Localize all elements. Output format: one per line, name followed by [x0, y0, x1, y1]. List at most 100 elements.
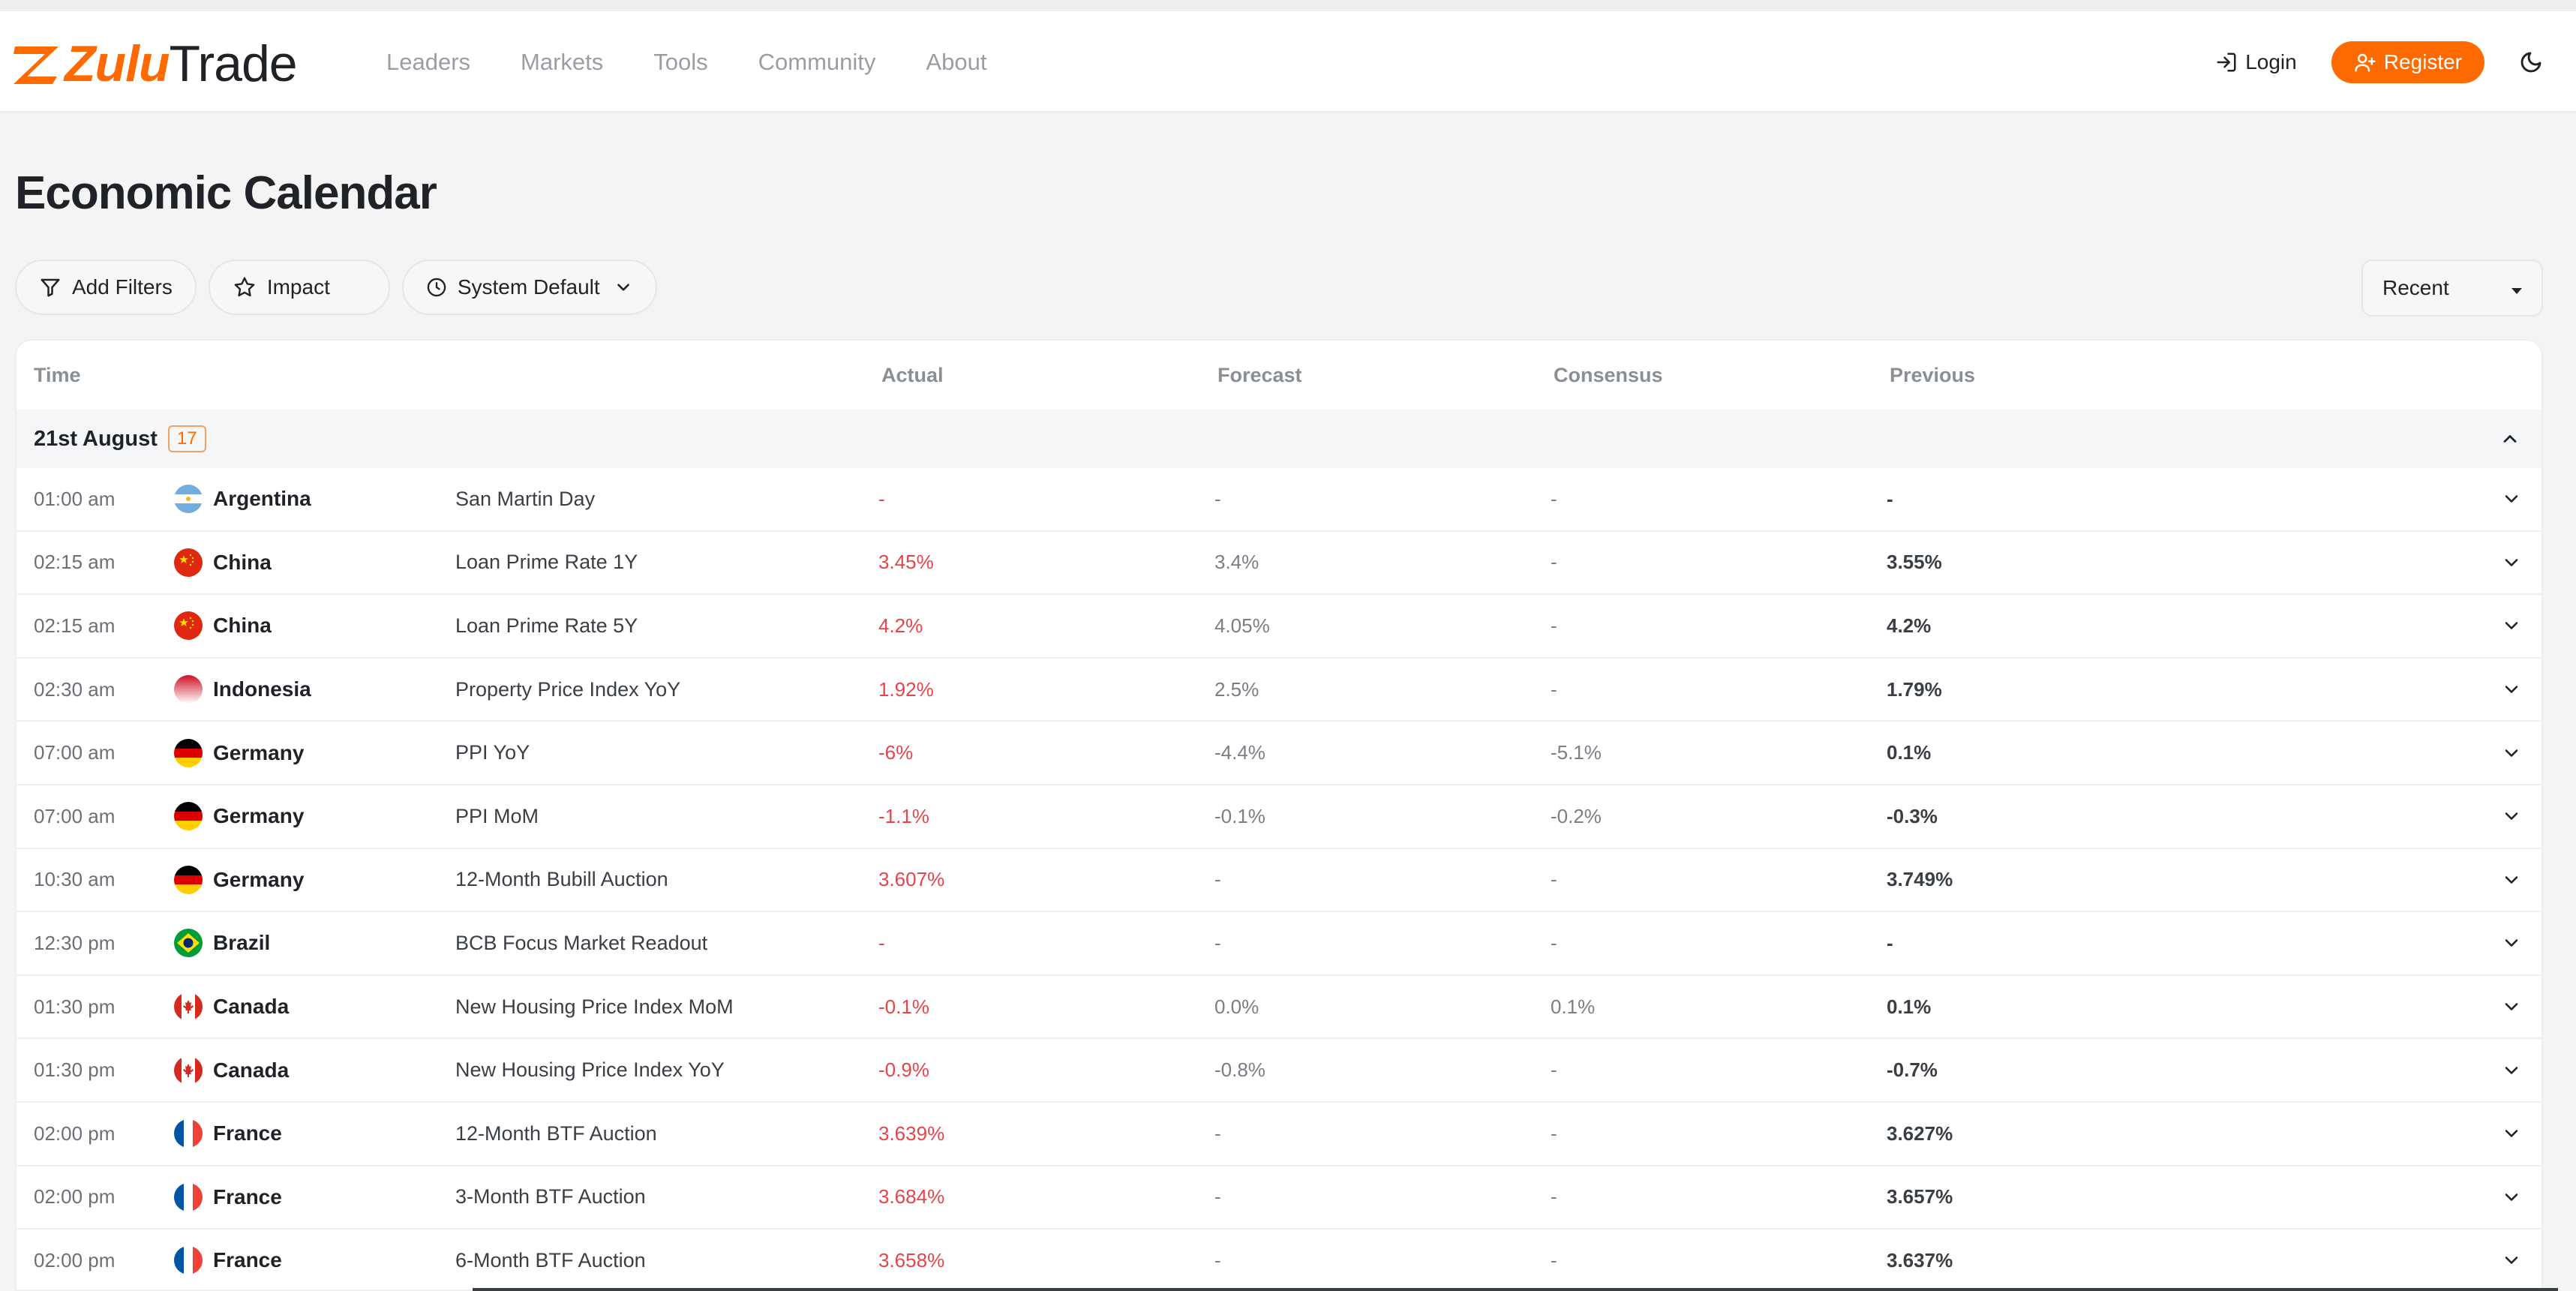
- table-row[interactable]: 01:30 pm Canada New Housing Price Index Mo…: [17, 976, 2541, 1040]
- row-actual: 4.2%: [878, 614, 923, 637]
- row-previous: -0.7%: [1887, 1058, 1938, 1082]
- table-row[interactable]: 02:15 am China Loan Prime Rate 1Y 3.45% 3.4%…: [17, 532, 2541, 596]
- row-expand-button[interactable]: [2501, 1229, 2522, 1289]
- date-group-header[interactable]: 21st August 17: [17, 410, 2541, 468]
- row-actual: -0.9%: [878, 1058, 929, 1082]
- row-previous: 4.2%: [1887, 614, 1932, 637]
- row-time: 02:00 pm: [34, 1248, 116, 1271]
- row-expand-button[interactable]: [2501, 785, 2522, 848]
- table-body: 01:00 am Argentina San Martin Day - - - -02:15…: [17, 468, 2541, 1289]
- sort-selected-value: Recent: [2382, 276, 2449, 299]
- login-icon: [2217, 53, 2236, 71]
- user-plus-icon: [2354, 53, 2376, 71]
- logo-mark-icon: [14, 47, 59, 84]
- row-country-name: Germany: [213, 867, 305, 891]
- row-country-name: China: [213, 550, 272, 574]
- row-event: Property Price Index YoY: [455, 677, 681, 701]
- add-filters-button[interactable]: Add Filters: [15, 260, 197, 315]
- table-row[interactable]: 02:00 pm France 6-Month BTF Auction 3.658% -…: [17, 1229, 2541, 1289]
- theme-toggle-button[interactable]: [2516, 47, 2546, 77]
- row-event: 12-Month Bubill Auction: [455, 868, 668, 891]
- row-time: 02:30 am: [34, 677, 116, 701]
- sort-select[interactable]: Recent: [2361, 260, 2543, 317]
- row-country: Brazil: [174, 912, 270, 974]
- row-actual: 3.639%: [878, 1121, 945, 1145]
- row-country: China: [174, 595, 272, 657]
- nav-community[interactable]: Community: [758, 48, 876, 75]
- row-expand-button[interactable]: [2501, 912, 2522, 974]
- nav-leaders[interactable]: Leaders: [386, 48, 471, 75]
- row-event: San Martin Day: [455, 487, 596, 510]
- row-previous: 0.1%: [1887, 741, 1932, 764]
- table-row[interactable]: 12:30 pm Brazil BCB Focus Market Readout - -…: [17, 912, 2541, 976]
- row-actual: 3.607%: [878, 868, 945, 891]
- table-row[interactable]: 07:00 am Germany PPI MoM -1.1% -0.1% -0.2% -0.…: [17, 785, 2541, 849]
- row-expand-button[interactable]: [2501, 849, 2522, 911]
- row-expand-button[interactable]: [2501, 1166, 2522, 1229]
- row-expand-button[interactable]: [2501, 722, 2522, 784]
- nav-tools[interactable]: Tools: [653, 48, 708, 75]
- table-header: Time Actual Forecast Consensus Previous: [17, 341, 2541, 410]
- chevron-up-icon[interactable]: [2499, 428, 2520, 449]
- table-row[interactable]: 02:15 am China Loan Prime Rate 5Y 4.2% 4.05%…: [17, 595, 2541, 659]
- caret-down-icon: [2511, 288, 2522, 294]
- row-forecast: -4.4%: [1214, 741, 1265, 764]
- timezone-select[interactable]: System Default: [401, 260, 657, 315]
- row-previous: -: [1887, 931, 1893, 954]
- row-country: Germany: [174, 785, 304, 848]
- row-forecast: -: [1214, 1248, 1221, 1271]
- row-expand-button[interactable]: [2501, 468, 2522, 530]
- nav-about[interactable]: About: [926, 48, 987, 75]
- row-time: 02:00 pm: [34, 1185, 116, 1208]
- indonesia-flag-icon: [174, 675, 203, 704]
- table-row[interactable]: 01:00 am Argentina San Martin Day - - - -: [17, 468, 2541, 532]
- table-row[interactable]: 02:00 pm France 12-Month BTF Auction 3.639%…: [17, 1103, 2541, 1166]
- row-expand-button[interactable]: [2501, 976, 2522, 1038]
- chevron-down-icon: [2505, 1003, 2518, 1010]
- row-country-name: France: [213, 1121, 282, 1145]
- chevron-down-icon: [2505, 876, 2518, 884]
- table-row[interactable]: 02:00 pm France 3-Month BTF Auction 3.684% -…: [17, 1166, 2541, 1230]
- col-header-previous: Previous: [1890, 363, 1976, 386]
- row-country-name: France: [213, 1248, 282, 1272]
- argentina-flag-icon: [174, 485, 203, 514]
- chevron-down-icon: [2505, 622, 2518, 630]
- row-country: Argentina: [174, 468, 311, 530]
- date-group-label: 21st August 17: [34, 410, 206, 468]
- row-expand-button[interactable]: [2501, 1103, 2522, 1165]
- row-actual: 1.92%: [878, 677, 934, 701]
- row-event: New Housing Price Index MoM: [455, 995, 734, 1018]
- row-country-name: Indonesia: [213, 677, 311, 701]
- row-expand-button[interactable]: [2501, 595, 2522, 657]
- table-row[interactable]: 01:30 pm Canada New Housing Price Index Yo…: [17, 1039, 2541, 1103]
- row-expand-button[interactable]: [2501, 659, 2522, 721]
- chevron-down-icon: [2505, 1130, 2518, 1138]
- bottom-scroll-line: [473, 1288, 2558, 1291]
- row-country-name: Canada: [213, 995, 290, 1019]
- register-button[interactable]: Register: [2331, 41, 2484, 83]
- row-consensus: -: [1551, 614, 1557, 637]
- row-event: Loan Prime Rate 5Y: [455, 614, 638, 637]
- table-row[interactable]: 02:30 am Indonesia Property Price Index Yo…: [17, 659, 2541, 722]
- row-expand-button[interactable]: [2501, 1039, 2522, 1101]
- france-flag-icon: [174, 1119, 203, 1148]
- row-time: 01:30 pm: [34, 995, 116, 1018]
- logo-zulu: Zulu: [65, 35, 170, 92]
- nav-markets[interactable]: Markets: [521, 48, 604, 75]
- row-actual: 3.684%: [878, 1185, 945, 1208]
- row-consensus: -: [1551, 1185, 1557, 1208]
- logo-wordmark: Zulu Trade: [65, 35, 298, 93]
- table-row[interactable]: 10:30 am Germany 12-Month Bubill Auction 3.…: [17, 849, 2541, 913]
- table-row[interactable]: 07:00 am Germany PPI YoY -6% -4.4% -5.1% 0.1%: [17, 722, 2541, 785]
- row-expand-button[interactable]: [2501, 532, 2522, 594]
- row-previous: 0.1%: [1887, 995, 1932, 1018]
- login-button[interactable]: Login: [2215, 50, 2297, 74]
- row-forecast: -0.8%: [1214, 1058, 1265, 1082]
- germany-flag-icon: [174, 865, 203, 894]
- impact-filter-button[interactable]: Impact: [208, 260, 390, 315]
- row-consensus: -: [1551, 487, 1557, 510]
- row-event: BCB Focus Market Readout: [455, 931, 708, 954]
- chevron-down-icon: [2505, 749, 2518, 757]
- zulutrade-logo[interactable]: Zulu Trade: [12, 34, 298, 94]
- moon-icon: [2520, 52, 2541, 72]
